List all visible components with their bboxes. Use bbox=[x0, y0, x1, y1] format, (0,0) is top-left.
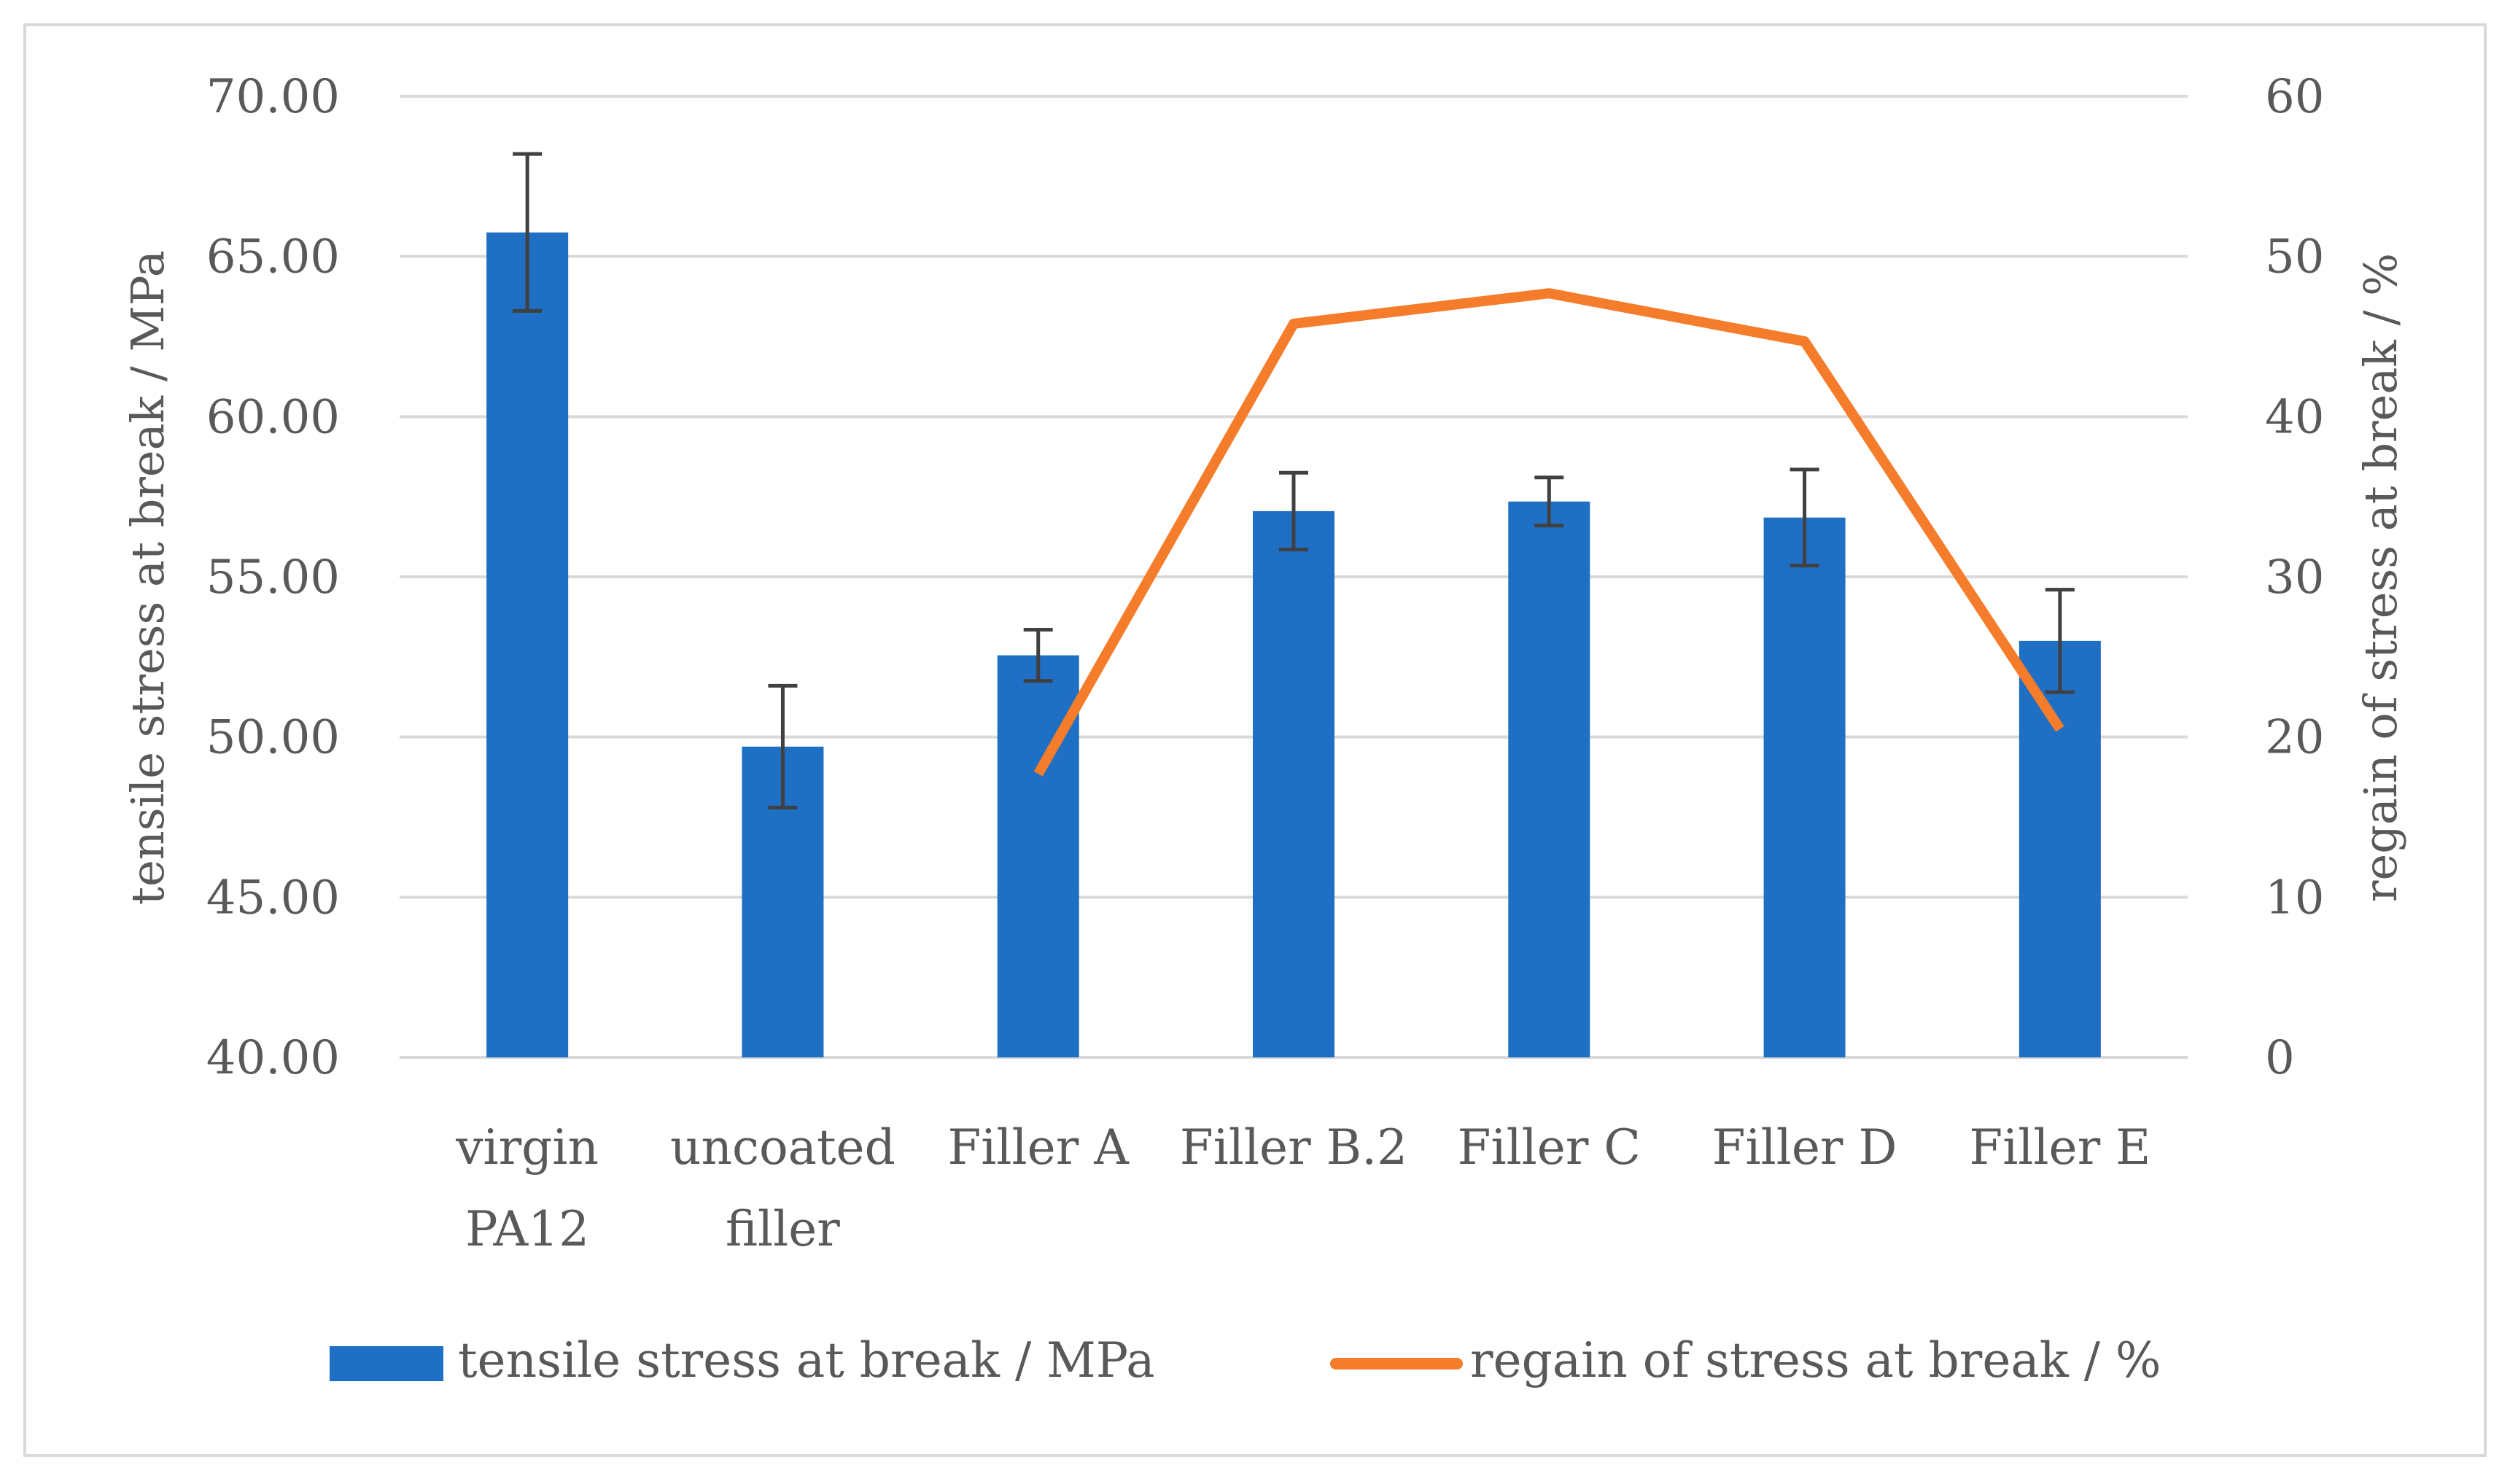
category-label: Filler C bbox=[1458, 1119, 1641, 1176]
left-tick-label: 70.00 bbox=[206, 70, 340, 124]
line-series-path bbox=[1033, 288, 2064, 777]
right-tick-label: 40 bbox=[2265, 390, 2324, 444]
category-label: virgin PA12 bbox=[455, 1119, 599, 1257]
left-axis-ticks: 70.00 65.00 60.00 55.00 50.00 45.00 40.00 bbox=[206, 70, 340, 1085]
category-label-line: Filler B.2 bbox=[1180, 1119, 1407, 1176]
bar-series bbox=[486, 232, 2101, 1057]
category-label-line: uncoated bbox=[670, 1119, 895, 1176]
category-label-line: Filler D bbox=[1712, 1119, 1897, 1176]
left-tick-label: 60.00 bbox=[206, 390, 340, 444]
right-tick-label: 30 bbox=[2265, 551, 2324, 605]
line-point bbox=[1548, 292, 1550, 294]
line-point bbox=[1804, 341, 1806, 342]
category-label-line: filler bbox=[726, 1201, 840, 1257]
left-tick-label: 50.00 bbox=[206, 711, 340, 765]
bar bbox=[1763, 517, 1846, 1057]
category-label: uncoated filler bbox=[670, 1119, 895, 1257]
line-point bbox=[1038, 773, 1039, 774]
line-point bbox=[1293, 323, 1294, 325]
left-tick-label: 55.00 bbox=[206, 551, 340, 605]
legend: tensile stress at break / MPa regain of … bbox=[330, 1332, 2161, 1388]
category-label-line: virgin bbox=[455, 1119, 599, 1176]
left-tick-label: 40.00 bbox=[206, 1031, 340, 1085]
category-label-line: Filler A bbox=[948, 1119, 1130, 1176]
left-tick-label: 65.00 bbox=[206, 230, 340, 284]
category-label: Filler D bbox=[1712, 1119, 1897, 1176]
line-point bbox=[2059, 729, 2061, 730]
bar bbox=[1253, 510, 1334, 1057]
right-tick-label: 60 bbox=[2265, 70, 2324, 124]
category-labels: virgin PA12 uncoated filler Filler A Filler B… bbox=[455, 1119, 2150, 1257]
legend-line-label: regain of stress at break / % bbox=[1470, 1332, 2161, 1388]
right-tick-label: 20 bbox=[2265, 711, 2324, 765]
error-bars bbox=[513, 152, 2075, 809]
left-tick-label: 45.00 bbox=[206, 871, 340, 925]
category-label: Filler E bbox=[1969, 1119, 2150, 1176]
category-label: Filler A bbox=[948, 1119, 1130, 1176]
right-tick-label: 50 bbox=[2265, 230, 2324, 284]
right-axis-title: regain of stress at break / % bbox=[2354, 253, 2407, 902]
right-tick-label: 0 bbox=[2265, 1031, 2295, 1085]
right-tick-label: 10 bbox=[2265, 871, 2324, 925]
left-axis-title: tensile stress at break / MPa bbox=[121, 250, 174, 905]
category-label: Filler B.2 bbox=[1180, 1119, 1407, 1176]
bar bbox=[1508, 501, 1590, 1057]
right-axis-ticks: 60 50 40 30 20 10 0 bbox=[2265, 70, 2324, 1085]
category-label-line: Filler C bbox=[1458, 1119, 1641, 1176]
bar bbox=[486, 232, 569, 1057]
legend-bar-swatch bbox=[330, 1346, 443, 1381]
line-series bbox=[1033, 288, 2064, 777]
bar bbox=[2019, 640, 2101, 1057]
category-label-line: Filler E bbox=[1969, 1119, 2150, 1176]
category-label-line: PA12 bbox=[465, 1201, 589, 1257]
legend-bar-label: tensile stress at break / MPa bbox=[458, 1332, 1155, 1388]
